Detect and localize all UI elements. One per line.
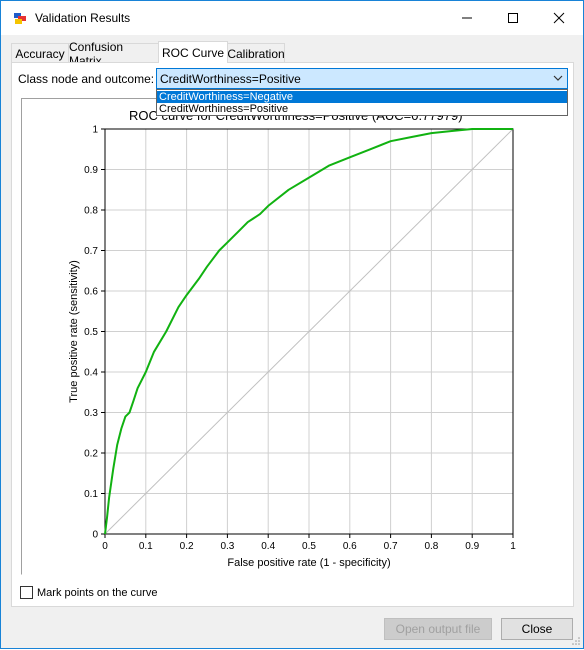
- tab-label: ROC Curve: [161, 45, 224, 60]
- roc-curve-line: [104, 128, 513, 535]
- window-title: Validation Results: [35, 11, 131, 25]
- chance-diagonal-line: [104, 128, 514, 535]
- x-tick-label: 1: [510, 541, 516, 552]
- y-tick-label: 1: [92, 125, 98, 136]
- minimize-button[interactable]: [444, 1, 490, 35]
- x-tick-label: 0.7: [384, 541, 398, 552]
- dropdown-option-negative[interactable]: CreditWorthiness=Negative: [157, 91, 567, 103]
- tab-calibration[interactable]: Calibration: [227, 43, 285, 63]
- plot-border: [104, 128, 514, 535]
- maximize-icon: [508, 13, 518, 23]
- y-tick-label: 0.9: [84, 165, 98, 176]
- class-node-label: Class node and outcome:: [18, 72, 155, 86]
- class-node-dropdown-list: CreditWorthiness=Negative CreditWorthine…: [156, 89, 568, 116]
- y-tick-label: 0: [92, 530, 98, 541]
- x-tick-label: 0.3: [220, 541, 234, 552]
- x-tick-label: 0.2: [180, 541, 194, 552]
- x-tick-label: 0.5: [302, 541, 316, 552]
- x-tick-label: 0.4: [261, 541, 275, 552]
- y-tick-label: 0.4: [84, 368, 98, 379]
- y-tick-label: 0.2: [84, 449, 98, 460]
- tab-label: Calibration: [227, 46, 285, 61]
- maximize-button[interactable]: [490, 1, 536, 35]
- close-button[interactable]: Close: [501, 618, 573, 640]
- tab-label: Accuracy: [15, 46, 65, 61]
- y-tick-label: 0.8: [84, 206, 98, 217]
- tab-roc-curve[interactable]: ROC Curve: [158, 41, 228, 63]
- y-axis-label: True positive rate (sensitivity): [68, 260, 80, 403]
- mark-points-checkbox[interactable]: [20, 586, 33, 599]
- y-tick-label: 0.3: [84, 408, 98, 419]
- chevron-down-icon: [553, 75, 563, 81]
- x-axis-label: False positive rate (1 - specificity): [227, 557, 390, 569]
- close-window-button[interactable]: [536, 1, 582, 35]
- mark-points-label: Mark points on the curve: [37, 586, 158, 599]
- minimize-icon: [462, 17, 472, 19]
- mark-points-row: Mark points on the curve: [20, 586, 157, 599]
- y-tick-label: 0.1: [84, 489, 98, 500]
- tab-accuracy[interactable]: Accuracy: [11, 43, 69, 63]
- close-icon: [553, 12, 565, 24]
- y-tick-label: 0.5: [84, 327, 98, 338]
- resize-grip-icon[interactable]: [571, 636, 581, 646]
- dropdown-option-positive[interactable]: CreditWorthiness=Positive: [159, 103, 289, 115]
- open-output-file-button[interactable]: Open output file: [384, 618, 492, 640]
- app-icon: [12, 10, 28, 26]
- x-tick-label: 0.8: [424, 541, 438, 552]
- title-bar: Validation Results: [1, 1, 583, 35]
- x-tick-label: 0.6: [343, 541, 357, 552]
- x-tick-label: 0.9: [465, 541, 479, 552]
- close-button-label: Close: [521, 622, 553, 636]
- y-tick-label: 0.7: [84, 246, 98, 257]
- class-node-select[interactable]: CreditWorthiness=Positive: [156, 68, 568, 89]
- x-tick-label: 0: [102, 541, 108, 552]
- x-tick-label: 0.1: [139, 541, 153, 552]
- y-tick-label: 0.6: [84, 287, 98, 298]
- open-output-file-label: Open output file: [395, 622, 481, 636]
- class-node-selected-value: CreditWorthiness=Positive: [160, 72, 301, 86]
